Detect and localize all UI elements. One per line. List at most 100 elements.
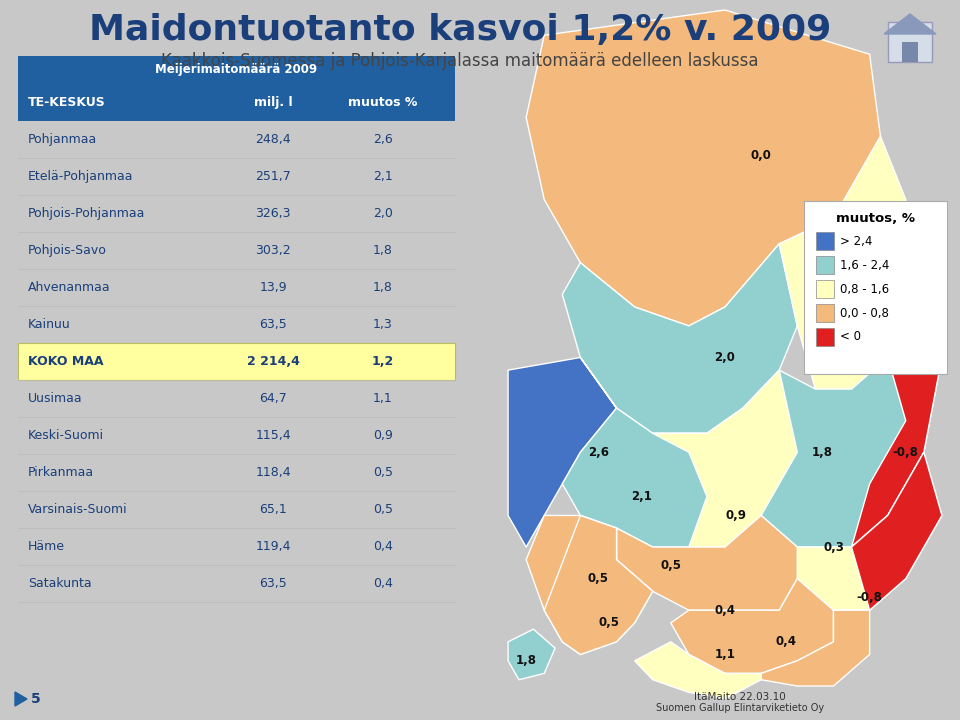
FancyBboxPatch shape xyxy=(902,42,918,62)
Text: Etelä-Pohjanmaa: Etelä-Pohjanmaa xyxy=(28,170,133,183)
Text: Satakunta: Satakunta xyxy=(28,577,91,590)
Text: Kaakkois-Suomessa ja Pohjois-Karjalassa maitomäärä edelleen laskussa: Kaakkois-Suomessa ja Pohjois-Karjalassa … xyxy=(161,52,758,70)
FancyBboxPatch shape xyxy=(816,328,834,346)
Text: 0,5: 0,5 xyxy=(373,503,393,516)
Text: 0,3: 0,3 xyxy=(823,541,844,554)
Text: 2,6: 2,6 xyxy=(373,133,393,146)
Text: 0,0 - 0,8: 0,0 - 0,8 xyxy=(840,307,889,320)
Polygon shape xyxy=(563,358,798,547)
Text: 115,4: 115,4 xyxy=(255,429,291,442)
Text: ItäMaito 22.03.10: ItäMaito 22.03.10 xyxy=(694,692,786,702)
Text: 0,4: 0,4 xyxy=(373,540,393,553)
Text: 303,2: 303,2 xyxy=(255,244,291,257)
Text: 5: 5 xyxy=(31,692,40,706)
Text: Meijerimaitomäärä 2009: Meijerimaitomäärä 2009 xyxy=(156,63,318,76)
Text: 1,8: 1,8 xyxy=(373,281,393,294)
Text: Varsinais-Suomi: Varsinais-Suomi xyxy=(28,503,128,516)
Text: 1,8: 1,8 xyxy=(812,446,833,459)
Text: Pirkanmaa: Pirkanmaa xyxy=(28,466,94,479)
FancyBboxPatch shape xyxy=(18,343,455,380)
Text: Kainuu: Kainuu xyxy=(28,318,71,331)
Text: 0,4: 0,4 xyxy=(776,635,797,648)
Polygon shape xyxy=(508,629,555,680)
Text: 2,1: 2,1 xyxy=(373,170,393,183)
Polygon shape xyxy=(526,10,880,326)
Polygon shape xyxy=(780,136,917,389)
Text: -0,8: -0,8 xyxy=(856,591,882,604)
Text: 1,8: 1,8 xyxy=(516,654,537,667)
Polygon shape xyxy=(15,692,27,706)
Text: Suomen Gallup Elintarviketieto Oy: Suomen Gallup Elintarviketieto Oy xyxy=(656,703,824,713)
Polygon shape xyxy=(653,370,798,547)
Text: Häme: Häme xyxy=(28,540,65,553)
Text: 0,5: 0,5 xyxy=(588,572,609,585)
Polygon shape xyxy=(563,244,798,433)
Text: -0,8: -0,8 xyxy=(893,446,919,459)
Text: 2,6: 2,6 xyxy=(588,446,609,459)
Text: 2,1: 2,1 xyxy=(632,490,652,503)
Text: Keski-Suomi: Keski-Suomi xyxy=(28,429,104,442)
Text: 326,3: 326,3 xyxy=(255,207,291,220)
FancyBboxPatch shape xyxy=(888,22,932,62)
Text: 63,5: 63,5 xyxy=(259,318,287,331)
Text: 1,8: 1,8 xyxy=(373,244,393,257)
Polygon shape xyxy=(884,14,936,34)
Polygon shape xyxy=(526,516,653,654)
Text: 1,2: 1,2 xyxy=(372,355,395,368)
Text: 1,3: 1,3 xyxy=(849,351,869,364)
Polygon shape xyxy=(671,579,833,673)
Text: 118,4: 118,4 xyxy=(255,466,291,479)
Text: Maidontuotanto kasvoi 1,2% v. 2009: Maidontuotanto kasvoi 1,2% v. 2009 xyxy=(89,13,831,47)
Text: 0,0: 0,0 xyxy=(751,149,772,162)
FancyBboxPatch shape xyxy=(18,56,455,84)
Text: > 2,4: > 2,4 xyxy=(840,235,873,248)
Text: Pohjois-Savo: Pohjois-Savo xyxy=(28,244,107,257)
FancyBboxPatch shape xyxy=(816,304,834,322)
Polygon shape xyxy=(635,642,761,698)
Text: 1,6 - 2,4: 1,6 - 2,4 xyxy=(840,258,889,271)
FancyBboxPatch shape xyxy=(816,280,834,298)
Text: KOKO MAA: KOKO MAA xyxy=(28,355,104,368)
Text: 13,9: 13,9 xyxy=(259,281,287,294)
Text: 0,4: 0,4 xyxy=(373,577,393,590)
Text: 0,5: 0,5 xyxy=(599,616,620,629)
Polygon shape xyxy=(616,516,798,611)
Polygon shape xyxy=(798,452,942,611)
FancyBboxPatch shape xyxy=(816,256,834,274)
Text: 248,4: 248,4 xyxy=(255,133,291,146)
Text: 0,9: 0,9 xyxy=(373,429,393,442)
Text: 63,5: 63,5 xyxy=(259,577,287,590)
Polygon shape xyxy=(761,294,942,547)
Text: 2 214,4: 2 214,4 xyxy=(247,355,300,368)
Polygon shape xyxy=(833,452,942,611)
Text: 0,5: 0,5 xyxy=(660,559,682,572)
Polygon shape xyxy=(544,516,653,654)
FancyBboxPatch shape xyxy=(804,201,947,374)
Text: < 0: < 0 xyxy=(840,330,861,343)
Polygon shape xyxy=(761,611,870,686)
Text: 0,9: 0,9 xyxy=(726,509,746,522)
Text: muutos, %: muutos, % xyxy=(836,212,915,225)
Text: TE-KESKUS: TE-KESKUS xyxy=(28,96,106,109)
Text: 2,0: 2,0 xyxy=(714,351,735,364)
Text: Ahvenanmaa: Ahvenanmaa xyxy=(28,281,110,294)
Text: 0,4: 0,4 xyxy=(714,604,735,617)
Text: 0,5: 0,5 xyxy=(373,466,393,479)
Text: 64,7: 64,7 xyxy=(259,392,287,405)
Polygon shape xyxy=(508,358,616,547)
Text: 2,0: 2,0 xyxy=(373,207,393,220)
Text: 1,1: 1,1 xyxy=(373,392,393,405)
FancyBboxPatch shape xyxy=(18,84,455,121)
Text: muutos %: muutos % xyxy=(348,96,418,109)
Polygon shape xyxy=(852,294,942,547)
Text: Pohjois-Pohjanmaa: Pohjois-Pohjanmaa xyxy=(28,207,145,220)
FancyBboxPatch shape xyxy=(816,232,834,250)
Text: milj. l: milj. l xyxy=(253,96,292,109)
Text: 119,4: 119,4 xyxy=(255,540,291,553)
Text: 251,7: 251,7 xyxy=(255,170,291,183)
Text: Pohjanmaa: Pohjanmaa xyxy=(28,133,97,146)
Text: 1,1: 1,1 xyxy=(714,648,735,661)
Text: 0,8 - 1,6: 0,8 - 1,6 xyxy=(840,282,889,295)
Text: 1,3: 1,3 xyxy=(373,318,393,331)
Text: Uusimaa: Uusimaa xyxy=(28,392,83,405)
